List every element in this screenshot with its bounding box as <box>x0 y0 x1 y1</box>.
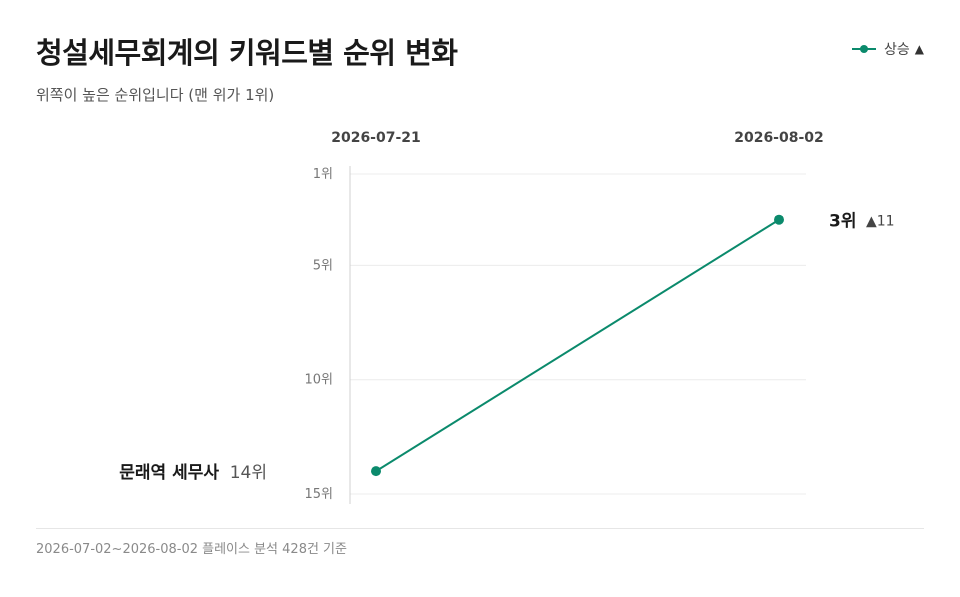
end-rank-label: 3위 <box>829 212 856 232</box>
series-line <box>375 218 780 472</box>
legend: 상승 ▲ <box>852 39 924 59</box>
series-name-label: 문래역 세무사 <box>119 463 219 483</box>
legend-label: 상승 <box>884 42 910 58</box>
data-point <box>774 214 784 225</box>
legend-arrow-up-icon: ▲ <box>914 42 924 56</box>
rank-change-label: ▲11 <box>866 214 895 230</box>
y-tick-label: 5위 <box>313 258 333 273</box>
page-title: 청설세무회계의 키워드별 순위 변화 <box>36 36 458 70</box>
y-tick-label: 15위 <box>304 487 333 502</box>
y-tick-label: 1위 <box>313 167 333 182</box>
legend-line-marker-icon <box>852 45 876 53</box>
x-date-label: 2026-08-02 <box>734 130 824 146</box>
x-date-label: 2026-07-21 <box>331 130 421 146</box>
start-rank-label: 14위 <box>230 463 267 483</box>
footer-divider <box>36 528 924 529</box>
footer-note: 2026-07-02~2026-08-02 플레이스 분석 428건 기준 <box>36 542 347 557</box>
data-point <box>371 466 381 477</box>
y-tick-label: 10위 <box>304 373 333 388</box>
page-subtitle: 위쪽이 높은 순위입니다 (맨 위가 1위) <box>36 86 275 104</box>
